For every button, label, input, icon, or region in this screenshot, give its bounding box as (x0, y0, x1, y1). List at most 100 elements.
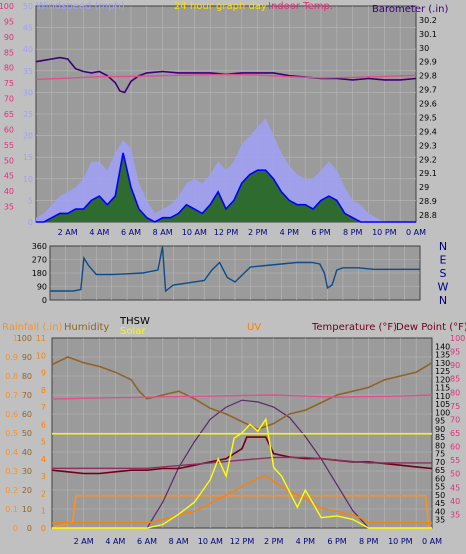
tick-rainfall: 0.5 (5, 429, 18, 438)
series-thsw (52, 474, 432, 524)
tick-temperature: 75 (435, 450, 445, 459)
tick-temperature: 45 (435, 499, 445, 508)
tick-temperature: 110 (435, 392, 450, 401)
tick-humidity: 20 (22, 486, 32, 495)
tick-temperature: 40 (435, 507, 445, 516)
tick-dew-point: 65 (450, 429, 460, 438)
tick-rainfall: 1 (13, 334, 18, 343)
tick-indoor-temp: 95 (4, 17, 14, 26)
graph-title: 24 hour graph day (174, 1, 267, 12)
tick-compass: N (439, 294, 447, 307)
tick-temperature: 65 (435, 466, 445, 475)
tick-x-panel3: 10 PM (388, 537, 413, 546)
solar-legend-label: Solar (120, 326, 146, 337)
tick-temperature: 55 (435, 483, 445, 492)
tick-rainfall: 0.8 (5, 372, 18, 381)
tick-x-panel1: 6 AM (121, 228, 141, 237)
tick-x-panel3: 2 AM (74, 537, 94, 546)
tick-dew-point: 85 (450, 375, 460, 384)
tick-x-panel1: 8 PM (343, 228, 362, 237)
tick-direction: 270 (32, 256, 47, 265)
tick-windspeed: 15 (23, 153, 33, 162)
tick-uv: 4 (41, 455, 46, 464)
tick-barometer: 29.6 (419, 100, 437, 109)
tick-humidity: 80 (22, 372, 32, 381)
series-rainfall (51, 494, 432, 529)
series-windspeed (36, 152, 416, 223)
tick-dew-point: 40 (450, 497, 460, 506)
tick-uv: 0 (41, 524, 46, 533)
tick-x-panel3: 12 PM (230, 537, 255, 546)
series-solar-radiation (52, 417, 432, 529)
tick-rainfall: 0.9 (5, 353, 18, 362)
tick-dew-point: 50 (450, 470, 460, 479)
tick-dew-point: 55 (450, 456, 460, 465)
tick-temperature: 80 (435, 441, 445, 450)
tick-rainfall: 0 (13, 524, 18, 533)
tick-uv: 6 (41, 420, 46, 429)
tick-x-panel3: 6 AM (137, 537, 157, 546)
tick-direction: 180 (32, 269, 47, 278)
tick-indoor-temp: 100 (0, 2, 14, 11)
tick-rainfall: 0.7 (5, 391, 18, 400)
tick-indoor-temp: 55 (4, 141, 14, 150)
tick-humidity: 90 (22, 353, 32, 362)
tick-humidity: 50 (22, 429, 32, 438)
tick-x-panel3: 10 AM (198, 537, 223, 546)
tick-x-panel3: 8 AM (169, 537, 189, 546)
tick-dew-point: 100 (450, 334, 465, 343)
tick-x-panel3: 4 AM (105, 537, 125, 546)
series-indoor-temp-2 (51, 394, 433, 400)
tick-temperature: 85 (435, 433, 445, 442)
tick-temperature: 100 (435, 408, 450, 417)
rainfall-axis-title: Rainfall (.in) (2, 322, 63, 333)
tick-uv: 7 (41, 403, 46, 412)
tick-humidity: 60 (22, 410, 32, 419)
tick-x-panel3: 2 PM (264, 537, 283, 546)
tick-windspeed: 25 (23, 110, 33, 119)
tick-humidity: 70 (22, 391, 32, 400)
windspeed-axis-title: Windspeed (mph) (36, 1, 125, 12)
tick-uv: 2 (41, 489, 46, 498)
barometer-axis-title: Barometer (.in) (372, 4, 448, 15)
tick-indoor-temp: 75 (4, 79, 14, 88)
tick-indoor-temp: 85 (4, 48, 14, 57)
axis-ticks: 0510152025303540455035404550556065707580… (0, 2, 465, 546)
tick-direction: 360 (32, 242, 47, 251)
tick-indoor-temp: 40 (4, 187, 14, 196)
tick-temperature: 130 (435, 359, 450, 368)
tick-uv: 11 (36, 334, 46, 343)
series-humidity (51, 356, 433, 431)
series-temperature (51, 436, 433, 475)
tick-x-panel3: 6 PM (327, 537, 346, 546)
tick-barometer: 29.4 (419, 127, 437, 136)
tick-dew-point: 70 (450, 415, 460, 424)
tick-windspeed: 5 (28, 196, 33, 205)
tick-rainfall: 0.1 (5, 505, 18, 514)
tick-uv: 3 (41, 472, 46, 481)
tick-temperature: 60 (435, 474, 445, 483)
tick-x-panel3: 0 AM (422, 537, 442, 546)
tick-direction: 0 (42, 296, 47, 305)
tick-temperature: 35 (435, 516, 445, 525)
tick-dew-point: 80 (450, 388, 460, 397)
tick-temperature: 115 (435, 384, 450, 393)
thsw-legend-label: THSW (119, 316, 150, 327)
tick-barometer: 29 (419, 183, 429, 192)
tick-temperature: 70 (435, 458, 445, 467)
tick-dew-point: 90 (450, 361, 460, 370)
series-barometer (35, 56, 417, 94)
tick-barometer: 28.8 (419, 211, 437, 220)
series-dew-point (52, 456, 432, 469)
tick-barometer: 29.3 (419, 141, 437, 150)
tick-barometer: 29.8 (419, 72, 437, 81)
tick-x-panel1: 0 AM (406, 228, 426, 237)
tick-humidity: 30 (22, 467, 32, 476)
tick-x-panel1: 12 PM (214, 228, 239, 237)
tick-rainfall: 0.2 (5, 486, 18, 495)
tick-x-panel1: 4 PM (280, 228, 299, 237)
tick-uv: 1 (41, 507, 46, 516)
tick-temperature: 95 (435, 417, 445, 426)
tick-windspeed: 45 (23, 24, 33, 33)
